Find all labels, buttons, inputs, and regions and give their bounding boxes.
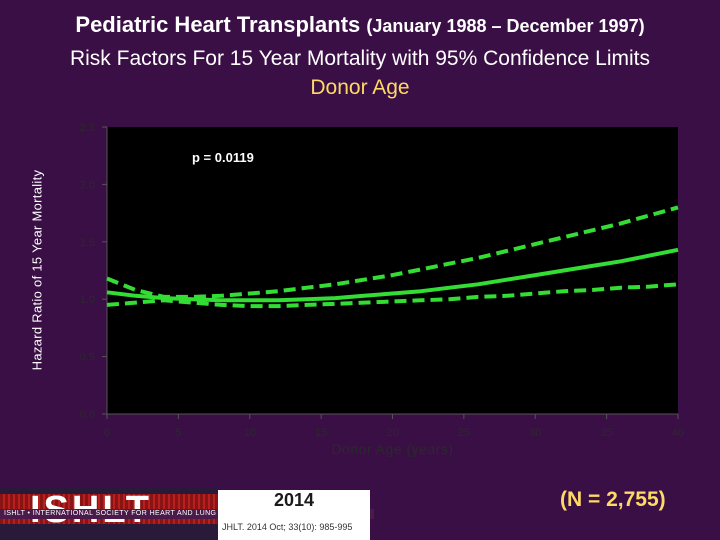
y-tick-label: 2.5 [80,122,95,134]
x-tick-label: 0 [104,427,110,439]
axes: 0.0 0.5 1.0 1.5 2.0 2.5 0 5 10 15 20 25 30 35 40 [80,122,684,439]
x-tick-label: 20 [386,427,398,439]
variable-title: Donor Age [310,76,410,99]
series-line-2 [106,282,679,309]
y-axis-label: Hazard Ratio of 15 Year Mortality [29,169,45,371]
series-line-0 [106,247,679,303]
y-tick-label: 0.0 [80,409,95,421]
x-axis-label: Donor Age (years) [331,441,454,457]
title-dates: (January 1988 – December 1997) [366,16,645,36]
y-tick-label: 0.5 [80,352,95,364]
p-value-annotation: p = 0.0119 [192,150,254,165]
x-tick-label: 25 [458,427,470,439]
report-year-box: 2014 JHLT. 2014 Oct; 33(10): 985-995 [218,490,370,540]
x-tick-label: 15 [315,427,327,439]
title-main: Pediatric Heart Transplants [75,12,361,37]
report-year: 2014 [273,490,315,510]
x-tick-label: 35 [601,427,613,439]
y-tick-label: 2.0 [80,179,95,191]
series-line-1 [106,205,679,299]
x-tick-label: 10 [244,427,256,439]
y-tick-label: 1.0 [80,294,95,306]
slide-title: Pediatric Heart Transplants (January 198… [0,12,720,38]
slide-subtitle: Risk Factors For 15 Year Mortality with … [69,47,651,70]
citation: JHLT. 2014 Oct; 33(10): 985-995 [222,522,353,532]
y-tick-label: 1.5 [80,237,95,249]
plot-area [107,127,678,414]
x-tick-label: 40 [672,427,684,439]
x-tick-label: 5 [175,427,181,439]
series-group [106,205,679,309]
x-tick-label: 30 [529,427,541,439]
sample-size: (N = 2,755) [560,488,666,511]
society-name: ISHLT • INTERNATIONAL SOCIETY FOR HEART … [0,509,374,519]
